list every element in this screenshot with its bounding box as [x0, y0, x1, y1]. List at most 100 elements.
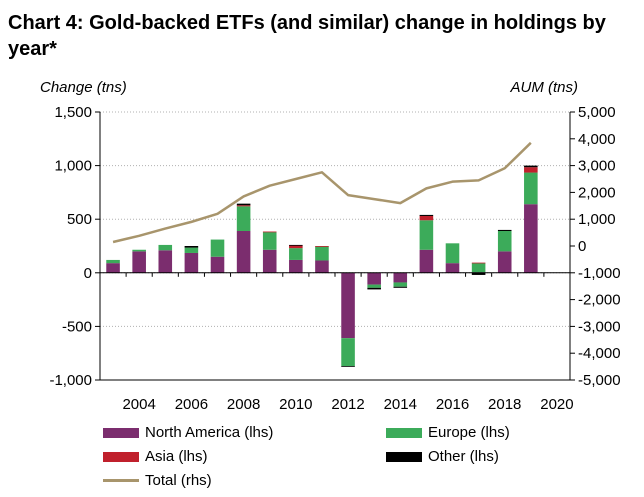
y-right-tick-label-9: -4,000 — [578, 345, 621, 362]
bar-2005-s1 — [158, 244, 173, 251]
bar-2013-s1 — [367, 284, 381, 288]
legend-total: Total (rhs) — [103, 472, 212, 489]
x-tick-label-2010: 2010 — [279, 396, 312, 413]
bar-2014-s1 — [393, 282, 408, 287]
bar-2009-s1 — [262, 232, 277, 250]
bar-2008-s1 — [236, 206, 251, 231]
bar-2006-s1 — [184, 247, 199, 253]
bar-2017-s3 — [471, 272, 486, 275]
legend-label-europe: Europe (lhs) — [428, 424, 510, 441]
legend-label-other: Other (lhs) — [428, 448, 499, 465]
x-tick-label-2012: 2012 — [331, 396, 364, 413]
bar-2004-s1 — [132, 249, 146, 252]
legend-swatch-total — [103, 479, 139, 482]
bar-2006-s3 — [184, 246, 199, 248]
bars — [106, 165, 538, 367]
legend-label-north-america: North America (lhs) — [145, 424, 274, 441]
legend-other: Other (lhs) — [386, 448, 499, 465]
y-axis-right-label: AUM (tns) — [510, 79, 579, 96]
y-left-tick-label-1: 1,000 — [54, 158, 92, 175]
bar-2012-s0 — [341, 272, 355, 339]
bar-2011-s1 — [315, 246, 329, 261]
bar-2004-s0 — [132, 251, 146, 273]
x-tick-label-2006: 2006 — [175, 396, 208, 413]
bar-2015-s3 — [419, 214, 434, 216]
bar-2018-s1 — [497, 230, 512, 252]
total-line — [112, 141, 532, 244]
y-left-tick-label-0: 1,500 — [54, 104, 92, 121]
bar-2011-s0 — [315, 260, 329, 273]
bar-2019-s2 — [524, 167, 538, 173]
legend-swatch-other — [386, 451, 422, 462]
bar-2008-s3 — [236, 203, 251, 206]
x-tick-label-2020: 2020 — [540, 396, 573, 413]
bar-2015-s1 — [419, 220, 434, 250]
bar-2014-s0 — [393, 272, 408, 283]
bar-2015-s2 — [419, 215, 434, 221]
x-tick-label-2008: 2008 — [227, 396, 260, 413]
y-right-tick-label-8: -3,000 — [578, 318, 621, 335]
x-tick-label-2016: 2016 — [436, 396, 469, 413]
legend-north-america: North America (lhs) — [103, 424, 273, 441]
grid — [100, 111, 570, 327]
bar-2006-s0 — [184, 252, 199, 273]
x-tick-label-2004: 2004 — [122, 396, 155, 413]
y-left-tick-label-3: 0 — [84, 265, 92, 282]
bar-2018-s3 — [497, 229, 512, 231]
x-tick-label-2014: 2014 — [384, 396, 417, 413]
y-right-tick-label-3: 2,000 — [578, 184, 616, 201]
bar-2015-s0 — [419, 249, 434, 273]
bar-2003-s1 — [106, 259, 120, 264]
chart-title: Chart 4: Gold-backed ETFs (and similar) … — [8, 12, 606, 60]
y-left-tick-label-2: 500 — [67, 211, 92, 228]
legend-label-total: Total (rhs) — [145, 472, 212, 489]
bar-2018-s0 — [497, 251, 512, 273]
legend-swatch-asia — [103, 451, 139, 462]
total-line-path — [112, 141, 532, 244]
bar-2010-s2 — [289, 245, 303, 249]
legend-asia: Asia (lhs) — [103, 448, 208, 465]
bar-2016-s1 — [445, 243, 460, 264]
legend-europe: Europe (lhs) — [386, 424, 510, 441]
y-right-tick-label-4: 1,000 — [578, 211, 616, 228]
bar-2008-s0 — [236, 230, 251, 273]
bar-2017-s1 — [471, 263, 486, 273]
bar-2019-s3 — [524, 165, 538, 168]
y-left-tick-label-5: -1,000 — [49, 372, 92, 389]
bar-2012-s1 — [341, 338, 355, 367]
bar-2013-s0 — [367, 272, 381, 285]
y-left-tick-label-4: -500 — [62, 318, 92, 335]
bar-2007-s1 — [210, 239, 225, 257]
bar-2008-s2 — [236, 205, 251, 207]
x-tick-label-2018: 2018 — [488, 396, 521, 413]
axes — [95, 111, 575, 381]
bar-2003-s0 — [106, 263, 120, 273]
bar-2009-s2 — [262, 231, 277, 233]
bar-2016-s0 — [445, 263, 460, 273]
y-right-tick-label-10: -5,000 — [578, 372, 621, 389]
bar-2014-s3 — [393, 286, 408, 288]
bar-2007-s0 — [210, 256, 225, 273]
y-right-tick-label-0: 5,000 — [578, 104, 616, 121]
legend-swatch-europe — [386, 427, 422, 438]
y-right-tick-label-5: 0 — [578, 238, 586, 255]
bar-2010-s3 — [289, 244, 303, 246]
bar-2017-s2 — [471, 262, 486, 264]
y-axis-left-label: Change (tns) — [40, 79, 127, 96]
y-right-tick-label-6: -1,000 — [578, 265, 621, 282]
bar-2009-s0 — [262, 249, 277, 273]
legend-label-asia: Asia (lhs) — [145, 448, 208, 465]
y-right-tick-label-1: 4,000 — [578, 131, 616, 148]
bar-2010-s1 — [289, 248, 303, 260]
bar-2013-s3 — [367, 287, 381, 290]
y-right-tick-label-7: -2,000 — [578, 292, 621, 309]
bar-2019-s1 — [524, 172, 538, 205]
tick-labels: 1,500 1,000 500 0 -500 -1,000 5,000 4,000 3,000 2… — [49, 104, 620, 413]
bar-2010-s0 — [289, 259, 303, 273]
y-right-tick-label-2: 3,000 — [578, 158, 616, 175]
etf-holdings-chart: Change (tns) AUM (tns) 1,500 1,000 500 0 -50… — [40, 79, 621, 413]
legend-swatch-north-america — [103, 427, 139, 438]
bar-2019-s0 — [524, 204, 538, 273]
bar-2011-s2 — [315, 246, 329, 247]
bar-2012-s3 — [341, 366, 355, 367]
